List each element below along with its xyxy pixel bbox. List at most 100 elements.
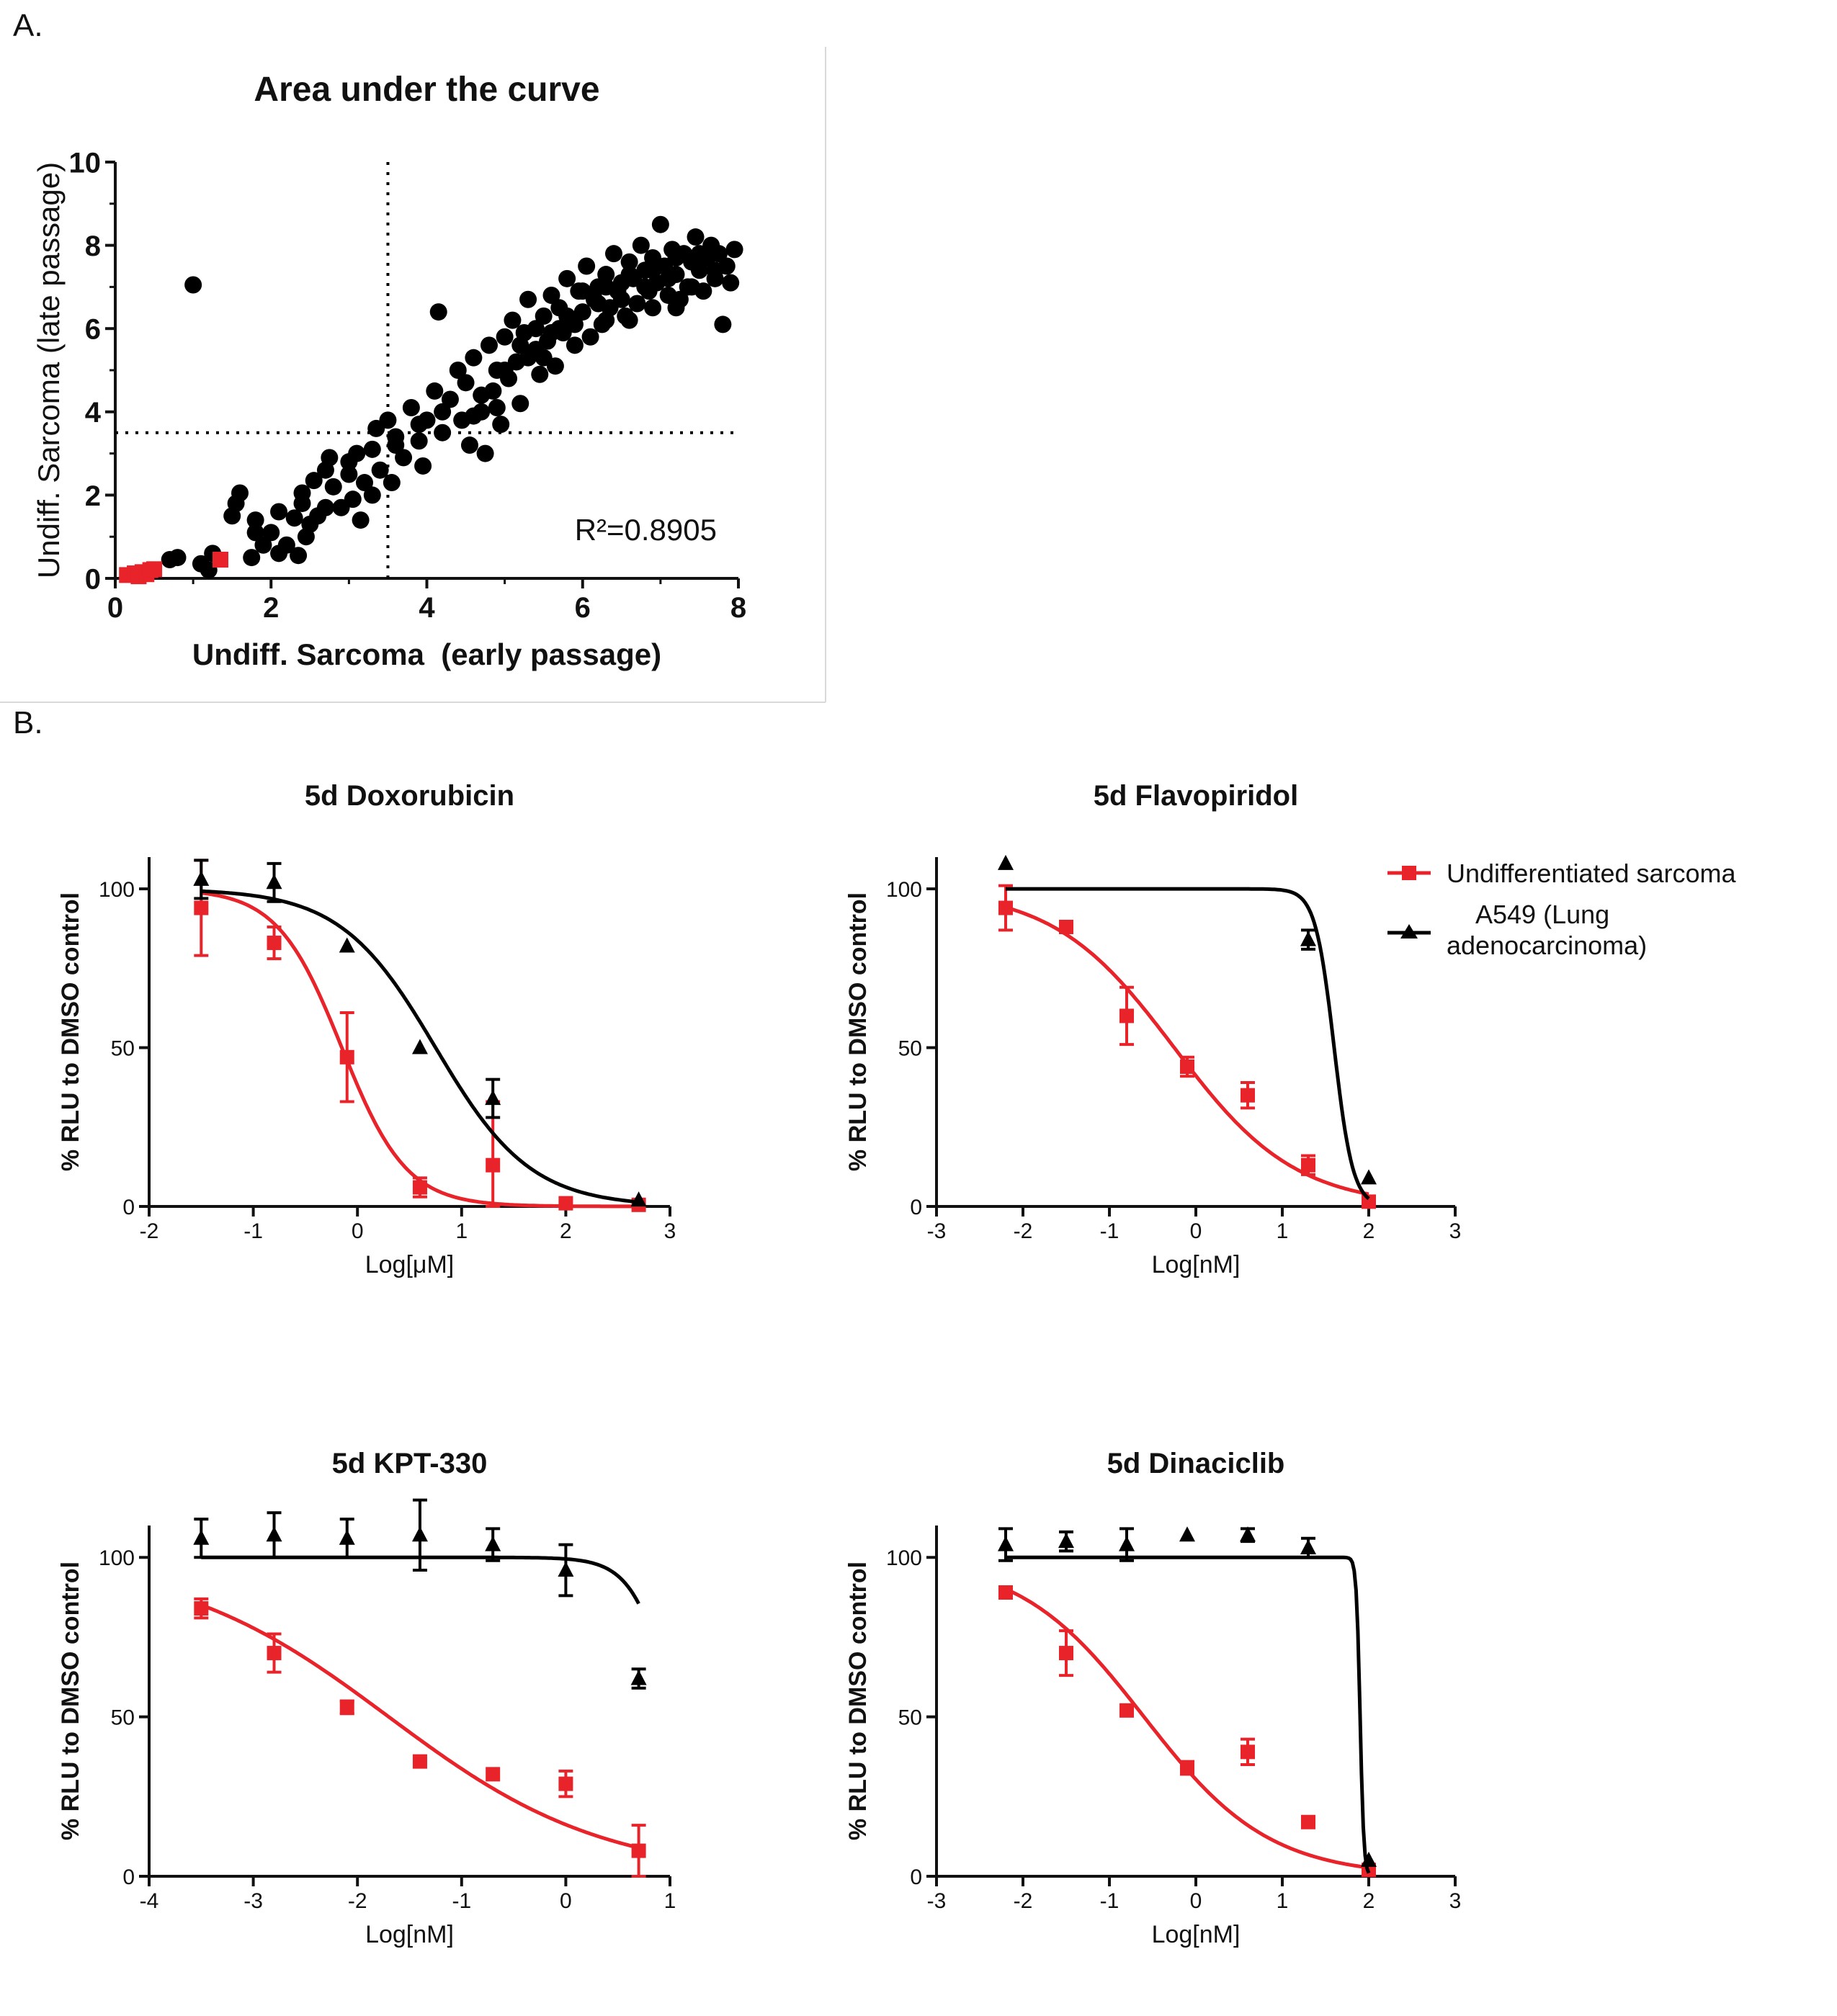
legend-marker-sarcoma [1402, 866, 1416, 880]
kpt330-x-tick-label: -4 [140, 1889, 159, 1913]
auc-black-point [340, 465, 358, 483]
auc-black-point [651, 215, 669, 233]
doxorubicin-sarcoma-point [558, 1196, 573, 1211]
dinaciclib-sarcoma-point [1180, 1760, 1194, 1775]
legend-label-a549-line1: A549 (Lung [1475, 900, 1609, 929]
kpt330-sarcoma-point [194, 1601, 209, 1616]
legend-label-a549-line2: adenocarcinoma) [1447, 931, 1647, 960]
dinaciclib-x-axis-title: Log[nM] [1152, 1921, 1241, 1948]
flavopiridol-a549-point [998, 854, 1014, 870]
auc-black-point [410, 416, 428, 434]
kpt330-x-tick-label: 1 [664, 1889, 676, 1913]
flavopiridol-sarcoma-point [998, 900, 1013, 915]
auc-black-point [344, 490, 362, 509]
auc-x-tick-label: 8 [730, 592, 746, 624]
kpt330-x-axis-title: Log[nM] [365, 1921, 454, 1948]
kpt330-sarcoma-point [339, 1700, 354, 1715]
flavopiridol-sarcoma-point [1362, 1194, 1376, 1209]
auc-black-point [340, 453, 358, 471]
auc-y-tick-label: 2 [85, 480, 101, 512]
kpt330-sarcoma-point [486, 1767, 501, 1782]
auc-black-point [496, 328, 514, 346]
auc-black-point [356, 474, 373, 492]
flavopiridol-sarcoma-point [1059, 920, 1073, 934]
auc-black-point [231, 484, 249, 502]
flavopiridol-x-tick-label: -2 [1014, 1219, 1033, 1243]
auc-black-point [535, 349, 553, 367]
auc-x-tick-label: 6 [575, 592, 591, 624]
auc-black-point [632, 236, 650, 254]
auc-black-point [293, 494, 311, 512]
auc-black-point [449, 362, 467, 379]
dinaciclib-a549-point [1300, 1538, 1316, 1554]
kpt330-sarcoma-point [412, 1754, 427, 1769]
flavopiridol-x-tick-label: -3 [927, 1219, 947, 1243]
doxorubicin-title: 5d Doxorubicin [305, 780, 514, 812]
auc-black-point [636, 278, 654, 296]
auc-x-tick-label: 0 [107, 592, 123, 624]
kpt330-a549-point [411, 1526, 428, 1542]
auc-x-tick-label: 4 [419, 592, 435, 624]
kpt330-x-tick-label: -2 [348, 1889, 367, 1913]
auc-black-point [620, 266, 638, 284]
auc-x-tick-label: 2 [263, 592, 279, 624]
auc-black-point [492, 416, 510, 434]
dinaciclib-a549-point [998, 1536, 1014, 1551]
panel-a-label: A. [13, 8, 43, 43]
panel-b-label: B. [13, 705, 43, 740]
auc-black-point [589, 295, 607, 313]
auc-black-point [169, 549, 187, 567]
auc-black-point [460, 436, 478, 454]
doxorubicin-x-axis-title: Log[μM] [365, 1251, 455, 1278]
dinaciclib-x-tick-label: -3 [927, 1889, 947, 1913]
flavopiridol-x-tick-label: 0 [1190, 1219, 1202, 1243]
auc-black-point [481, 336, 498, 354]
dinaciclib-title: 5d Dinaciclib [1107, 1448, 1285, 1479]
auc-black-point [597, 266, 615, 284]
auc-black-point [690, 245, 708, 263]
auc-black-point [581, 328, 599, 346]
dinaciclib-x-tick-label: 3 [1449, 1889, 1462, 1913]
dinaciclib-y-axis-title: % RLU to DMSO control [844, 1562, 872, 1840]
auc-black-point [667, 299, 685, 317]
dinaciclib-a549-point [1119, 1536, 1135, 1551]
dinaciclib-a549-point [1240, 1526, 1256, 1542]
flavopiridol-title: 5d Flavopiridol [1094, 780, 1298, 812]
auc-black-point [457, 374, 475, 392]
auc-y-axis-title: Undiff. Sarcoma (late passage) [32, 162, 66, 578]
doxorubicin-chart: 5d Doxorubicin -2 -1 0 1 2 3 0 50 100 Log[μM] % RLU… [57, 780, 676, 1278]
dinaciclib-a549-point [1179, 1526, 1195, 1542]
auc-black-point [722, 274, 740, 292]
auc-y-tick-label: 8 [85, 230, 101, 262]
auc-black-point [262, 524, 280, 542]
kpt330-a549-point [266, 1526, 282, 1542]
auc-black-point [184, 276, 202, 294]
auc-black-point [465, 407, 483, 425]
auc-black-point [573, 303, 591, 321]
auc-y-tick-label: 6 [85, 314, 101, 346]
auc-black-point [324, 478, 342, 496]
doxorubicin-x-tick-label: 2 [560, 1219, 572, 1243]
kpt330-x-tick-label: -1 [452, 1889, 471, 1913]
flavopiridol-a549-point [1300, 931, 1316, 946]
dinaciclib-x-tick-label: 2 [1363, 1889, 1375, 1913]
auc-x-axis-title: Undiff. Sarcoma (early passage) [192, 637, 661, 671]
flavopiridol-sarcoma-point [1119, 1008, 1134, 1023]
auc-black-point [395, 449, 413, 467]
auc-black-point [725, 241, 743, 259]
doxorubicin-a549-point [630, 1191, 647, 1207]
doxorubicin-a549-point [485, 1090, 501, 1106]
kpt330-x-tick-label: -3 [243, 1889, 263, 1913]
kpt330-sarcoma-point [267, 1646, 282, 1661]
kpt330-a549-point [339, 1529, 355, 1545]
flavopiridol-chart: 5d Flavopiridol -3 -2 -1 0 1 2 3 0 50 100 Log[nM] % … [844, 780, 1461, 1278]
auc-black-point [597, 278, 615, 296]
auc-y-tick-label: 0 [85, 563, 101, 595]
flavopiridol-x-tick-label: 3 [1449, 1219, 1462, 1243]
auc-black-point [535, 307, 553, 325]
auc-black-point [558, 307, 576, 325]
flavopiridol-y-tick-label: 50 [898, 1036, 922, 1060]
auc-black-point [488, 399, 506, 417]
auc-black-point [667, 248, 685, 266]
kpt330-y-tick-label: 100 [99, 1546, 135, 1570]
